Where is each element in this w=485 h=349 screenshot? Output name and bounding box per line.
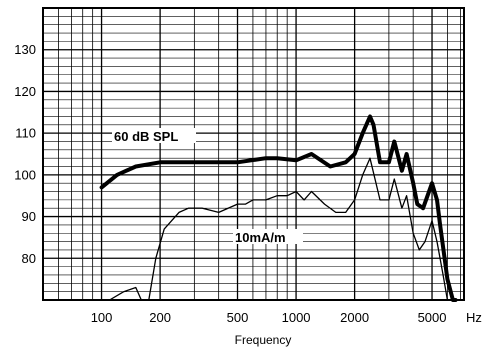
- y-tick-label: 130: [14, 42, 36, 57]
- x-tick-label: 2000: [340, 310, 369, 325]
- x-tick-labels: 100 200 500 1000 2000 5000: [91, 310, 447, 325]
- y-tick-labels: 80 90 100 110 120 130: [14, 42, 36, 266]
- y-tick-label: 100: [14, 167, 36, 182]
- x-tick-label: 1000: [282, 310, 311, 325]
- x-tick-label: 200: [149, 310, 171, 325]
- y-tick-label: 110: [15, 126, 36, 141]
- x-tick-label: 100: [91, 310, 113, 325]
- y-tick-label: 120: [14, 84, 36, 99]
- x-tick-label: 500: [227, 310, 249, 325]
- plot-background: [43, 8, 464, 300]
- svg-text:10mA/m: 10mA/m: [235, 230, 286, 245]
- x-axis-label: Frequency: [235, 333, 292, 347]
- y-tick-label: 90: [22, 209, 36, 224]
- y-tick-label: 80: [22, 251, 36, 266]
- series-line-60db-spl: [99, 114, 458, 302]
- svg-text:60 dB SPL: 60 dB SPL: [114, 129, 178, 144]
- series-label-60db: 60 dB SPL: [112, 128, 196, 144]
- x-axis-unit: Hz: [466, 310, 482, 325]
- series-label-10ma: 10mA/m: [233, 229, 303, 245]
- plot-frame: [42, 7, 465, 301]
- plot-series: [99, 114, 462, 302]
- series-line-10ma-m: [108, 157, 462, 301]
- x-tick-label: 5000: [418, 310, 447, 325]
